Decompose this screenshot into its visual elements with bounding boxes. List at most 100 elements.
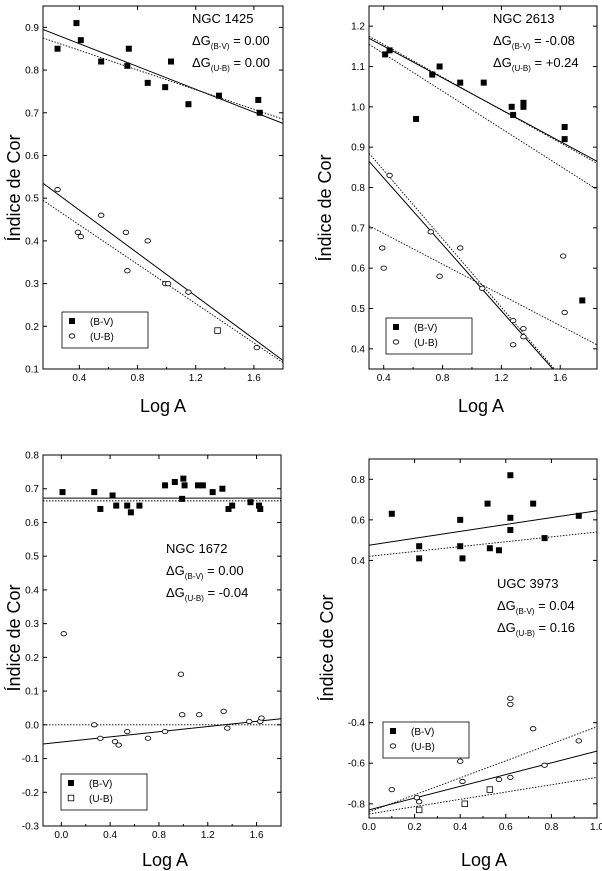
plot-frame: [368, 458, 598, 819]
b-v-point: [124, 62, 131, 69]
b-v-point: [520, 99, 527, 106]
u-b-point: [246, 718, 253, 725]
u-b-point: [461, 800, 468, 808]
legend-label: (B-V): [90, 317, 113, 328]
y-axis-label: Índice de Cor: [317, 594, 337, 701]
b-v-point: [54, 45, 61, 52]
u-b-point: [457, 758, 464, 764]
y-tick-label: 0.8: [25, 451, 39, 462]
b-v-point: [180, 475, 187, 482]
legend-marker: [389, 743, 397, 749]
legend-box: [385, 317, 473, 355]
legend-marker: [390, 728, 396, 734]
b-v-point: [386, 47, 393, 54]
series-u-b: [54, 187, 261, 351]
b-v-point: [510, 111, 517, 118]
legend-label: (U-B): [411, 742, 435, 753]
fit-line-dotted: [369, 776, 597, 815]
y-tick-label: 0.6: [25, 518, 39, 529]
u-b-point: [388, 787, 395, 793]
panel-2: 0.4 0.8 1.2 1.6 0.4 0.5 0.6 0.7 0.8 0.9 1.0 1.1 1.2 L…: [315, 5, 598, 416]
u-b-point: [144, 238, 151, 244]
b-v-point: [185, 101, 192, 108]
u-b-point: [178, 712, 186, 718]
y-tick-label: -0.8: [348, 799, 366, 810]
b-v-point: [181, 482, 188, 489]
u-b-point: [220, 708, 227, 714]
galaxy-name: NGC 1672: [166, 541, 227, 556]
x-tick-label: 0.6: [499, 822, 513, 833]
legend: (B-V) (U-B): [382, 721, 470, 759]
fit-line-solid: [43, 29, 283, 124]
b-v-point: [136, 502, 143, 509]
y-tick-label: 0.2: [25, 322, 39, 333]
x-axis-label: Log A: [142, 850, 188, 870]
b-v-point: [416, 555, 423, 562]
galaxy-name: UGC 3973: [497, 576, 558, 591]
x-axis-label: Log A: [461, 850, 507, 870]
panel-1: 0.4 0.8 1.2 1.6 0.1 0.2 0.3 0.4 0.5 0.6 0.7 0.8 0.9 L…: [4, 5, 284, 416]
legend: (B-V) (U-B): [61, 311, 149, 349]
u-b-point: [415, 799, 423, 805]
y-tick-label: 0.8: [351, 183, 365, 194]
legend-marker: [392, 339, 400, 345]
y-tick-label: 0.4: [25, 585, 39, 596]
legend-marker: [68, 780, 74, 786]
fit-line-dotted: [369, 225, 597, 346]
b-v-point: [97, 505, 104, 512]
y-tick-label: 0.4: [351, 344, 365, 355]
y-tick-label: 0.7: [25, 108, 39, 119]
b-v-point: [171, 478, 178, 485]
x-tick-label: 0.4: [72, 373, 86, 384]
b-v-point: [459, 555, 466, 562]
u-b-point: [177, 671, 185, 677]
u-b-point: [386, 172, 393, 178]
b-v-point: [436, 63, 443, 70]
b-v-point: [59, 489, 66, 496]
legend-marker: [67, 794, 75, 802]
y-tick-label: -0.3: [22, 822, 40, 833]
y-tick-label: 0.3: [25, 619, 39, 630]
x-tick-label: 0.8: [131, 373, 145, 384]
u-b-point: [54, 187, 61, 193]
x-tick-label: 0.4: [453, 822, 467, 833]
series-b-v: [388, 472, 582, 562]
y-tick-label: 0.9: [25, 23, 39, 34]
legend-label: (U-B): [89, 794, 113, 805]
y-tick-label: 0.1: [25, 365, 39, 376]
y-tick-label: -0.2: [22, 788, 40, 799]
u-b-point: [379, 245, 386, 251]
b-v-point: [416, 543, 423, 550]
b-v-point: [77, 37, 84, 44]
x-tick-label: 0.4: [103, 830, 117, 841]
b-v-point: [457, 543, 464, 550]
y-tick-label: 0.3: [25, 279, 39, 290]
y-tick-label: 0.8: [351, 475, 365, 486]
u-b-point: [124, 268, 131, 274]
series-u-b: [388, 695, 582, 814]
b-v-point: [382, 51, 389, 58]
legend-label: (U-B): [414, 338, 438, 349]
b-v-point: [98, 58, 105, 65]
y-tick-label: 0.7: [351, 223, 365, 234]
u-b-point: [529, 726, 537, 732]
u-b-point: [214, 327, 221, 334]
series-b-v: [54, 20, 263, 116]
x-tick-label: 1.2: [189, 373, 203, 384]
u-b-point: [122, 229, 130, 235]
legend-marker: [393, 324, 399, 330]
panel-annotation: NGC 1672 ΔG(B-V) = 0.00 ΔG(U-B) = -0.04: [166, 541, 248, 603]
b-v-point: [256, 109, 263, 116]
y-tick-label: 0.4: [351, 556, 365, 567]
delta-g-label: ΔG(U-B) = +0.24: [493, 55, 579, 73]
legend-marker: [68, 333, 76, 339]
u-b-point: [427, 229, 434, 235]
u-b-point: [561, 309, 568, 316]
u-b-point: [415, 806, 423, 814]
fit-lines: [43, 497, 281, 745]
u-b-point: [115, 742, 122, 748]
b-v-point: [484, 500, 491, 507]
y-tick-label: 0.2: [25, 653, 39, 664]
u-b-point: [507, 701, 514, 708]
panel-annotation: NGC 1425 ΔG(B-V) = 0.00 ΔG(U-B) = 0.00: [192, 11, 270, 73]
